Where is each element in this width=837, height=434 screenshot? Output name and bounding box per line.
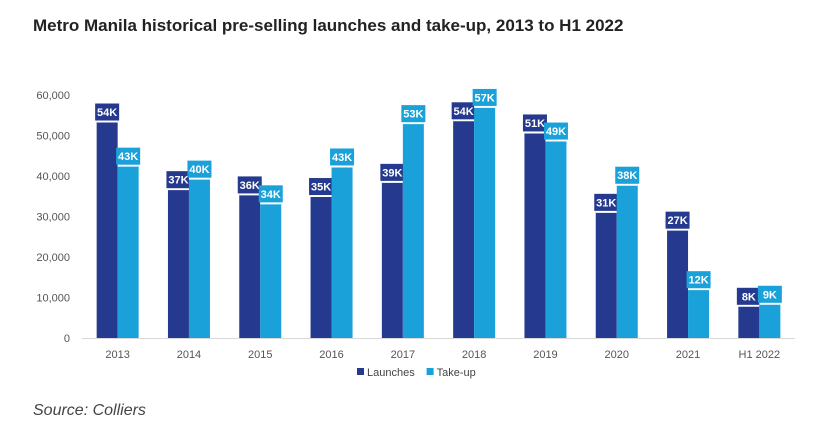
y-axis: 0 10,000 20,000 30,000 40,000 50,000 60,000	[36, 90, 70, 345]
x-tick-label: 2021	[676, 349, 700, 361]
data-label: 49K	[546, 126, 566, 138]
take-up-bar	[759, 302, 781, 338]
y-tick-label: 0	[64, 333, 70, 345]
data-label: 54K	[454, 106, 474, 118]
data-label-box	[757, 285, 782, 303]
x-tick-label: 2017	[391, 349, 415, 361]
data-label: 43K	[332, 152, 352, 164]
data-label: 35K	[311, 182, 331, 194]
launches-bar	[381, 180, 403, 338]
y-tick-label: 50,000	[36, 131, 70, 143]
data-label: 8K	[742, 291, 756, 303]
y-tick-label: 30,000	[36, 212, 70, 224]
data-label: 57K	[475, 92, 495, 104]
take-up-bar	[260, 202, 282, 338]
x-tick-label: 2016	[319, 349, 343, 361]
legend-swatch	[426, 368, 434, 375]
data-label: 51K	[525, 118, 545, 130]
data-label: 38K	[617, 170, 637, 182]
data-label-box	[543, 122, 568, 140]
data-label: 39K	[382, 167, 402, 179]
y-tick-label: 10,000	[36, 293, 70, 305]
source-note: Source: Colliers	[33, 402, 146, 419]
take-up-bar	[688, 288, 710, 338]
launches-bar	[239, 193, 261, 338]
data-label-box	[522, 114, 547, 132]
take-up-bar	[117, 164, 139, 338]
data-label-box	[95, 103, 120, 121]
data-label-box	[330, 148, 355, 166]
launches-bar	[595, 210, 617, 338]
data-label-box	[472, 88, 497, 106]
data-label-box	[380, 163, 405, 181]
launches-bar	[524, 131, 546, 338]
legend-swatch	[357, 368, 364, 375]
chart-title: Metro Manila historical pre-selling laun…	[33, 16, 624, 35]
legend: Launches Take-up	[357, 367, 476, 379]
take-up-bar	[188, 177, 210, 338]
data-label-box	[736, 287, 761, 305]
data-label-box	[594, 193, 619, 211]
x-tick-label: 2018	[462, 349, 486, 361]
data-label-box	[116, 147, 141, 165]
x-tick-label: 2020	[605, 349, 629, 361]
data-label: 34K	[261, 189, 281, 201]
take-up-bar	[545, 139, 567, 338]
launches-bar	[453, 119, 475, 338]
data-label: 53K	[403, 109, 423, 121]
launches-bar	[96, 120, 118, 338]
x-axis: 2013 2014 2015 2016 2017 2018 2019 2020 2021 H1 2…	[82, 338, 795, 361]
take-up-bar	[402, 122, 424, 338]
data-label-box	[237, 176, 262, 194]
launches-bar	[167, 188, 189, 338]
launches-bar	[738, 304, 760, 338]
data-label: 27K	[667, 215, 687, 227]
legend-label: Launches	[367, 367, 415, 379]
x-tick-label: H1 2022	[739, 349, 781, 361]
launches-bar	[310, 195, 332, 338]
data-label: 36K	[240, 180, 260, 192]
launches-bar	[667, 228, 689, 338]
data-label-box	[665, 211, 690, 229]
data-label-box	[187, 160, 212, 178]
take-up-bar	[616, 183, 638, 338]
y-tick-label: 20,000	[36, 252, 70, 264]
data-label: 37K	[168, 175, 188, 187]
data-label: 54K	[97, 107, 117, 119]
legend-label: Take-up	[437, 367, 476, 379]
data-label-box	[258, 185, 283, 203]
data-label: 12K	[688, 275, 708, 287]
x-tick-label: 2014	[177, 349, 201, 361]
data-label: 43K	[118, 151, 138, 163]
data-label-box	[615, 166, 640, 184]
x-tick-label: 2015	[248, 349, 272, 361]
data-label-box	[166, 171, 191, 189]
data-label-box	[401, 105, 426, 123]
x-tick-label: 2013	[105, 349, 129, 361]
data-label: 40K	[189, 164, 209, 176]
data-label-box	[451, 102, 476, 120]
y-tick-label: 40,000	[36, 171, 70, 183]
take-up-bar	[474, 105, 496, 338]
data-label-box	[686, 271, 711, 289]
data-label: 31K	[596, 197, 616, 209]
x-tick-label: 2019	[533, 349, 557, 361]
data-label: 9K	[763, 289, 777, 301]
take-up-bar	[331, 165, 353, 338]
data-label-box	[309, 178, 334, 196]
y-tick-label: 60,000	[36, 90, 70, 102]
